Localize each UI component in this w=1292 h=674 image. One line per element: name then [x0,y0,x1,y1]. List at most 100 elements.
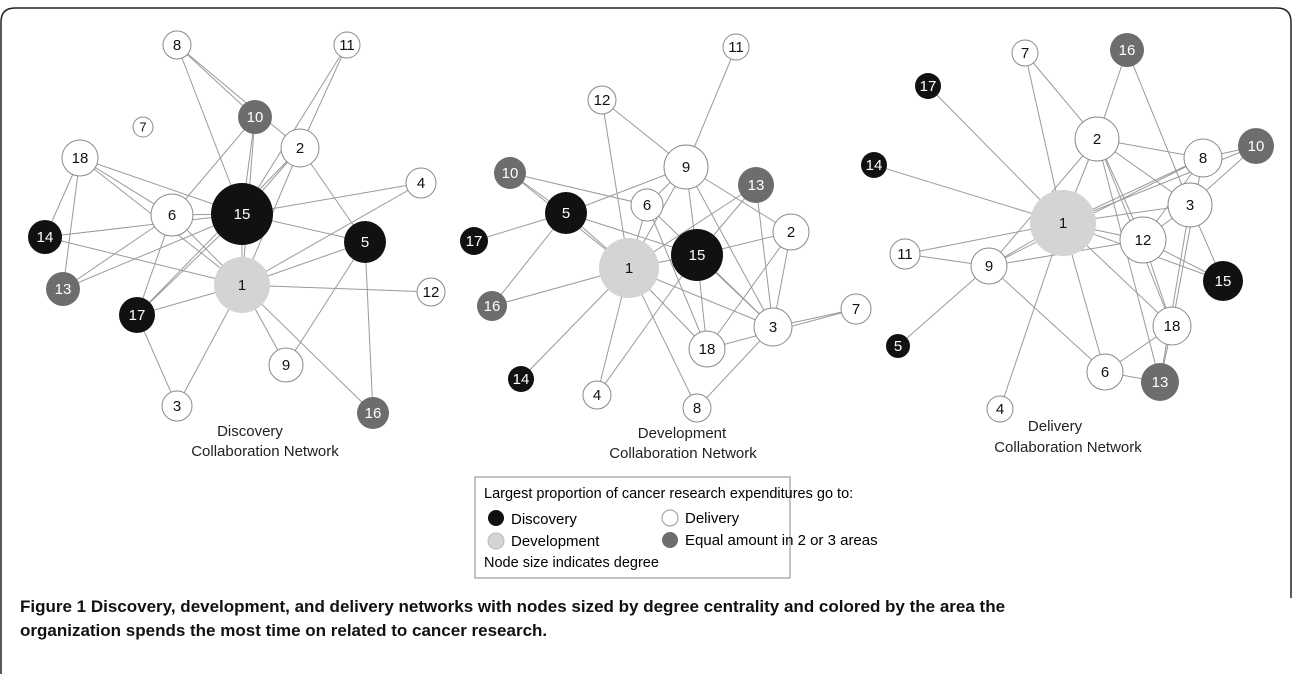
edge [988,157,1204,267]
node-label: 15 [1215,273,1232,290]
network-title: Collaboration Network [191,443,339,460]
node-label: 13 [55,281,72,298]
node-label: 9 [985,258,993,275]
legend-swatch [662,532,678,548]
node-label: 1 [1059,215,1067,232]
node-label: 13 [748,177,765,194]
node-label: 8 [693,400,701,417]
node-label: 11 [339,37,355,54]
node [357,397,389,429]
node-label: 16 [365,405,382,422]
node-label: 4 [996,401,1004,418]
node [688,330,726,368]
edge [706,231,792,350]
node [630,188,664,222]
legend-item: Development [511,533,600,550]
node [1011,39,1039,67]
node [238,100,272,134]
node-label: 10 [502,165,519,182]
edge [44,236,243,286]
node [132,116,154,138]
node-label: 2 [787,224,795,241]
node-label: 18 [72,150,89,167]
node [119,297,155,333]
legend-title: Largest proportion of cancer research ex… [484,486,853,502]
caption-text: Discovery, development, and delivery net… [86,597,1006,616]
node [861,152,887,178]
node-label: 3 [769,319,777,336]
legend-swatch [488,510,504,526]
legend-item: Delivery [685,510,740,527]
node-label: 8 [1199,150,1207,167]
node-label: 5 [894,338,902,355]
node [1030,190,1096,256]
edge [241,284,432,293]
node [889,238,921,270]
edge [62,157,81,290]
node [1141,363,1179,401]
node [986,395,1014,423]
edge [897,265,990,347]
node-label: 18 [699,341,716,358]
node-label: 3 [1186,197,1194,214]
edge [285,241,366,366]
node [886,334,910,358]
node [161,390,193,422]
node [214,257,270,313]
legend-item: Equal amount in 2 or 3 areas [685,532,878,549]
edge [241,284,374,414]
node-label: 12 [1135,232,1152,249]
legend-note: Node size indicates degree [484,555,659,571]
node [1074,116,1120,162]
edge [646,204,708,350]
node-label: 3 [173,398,181,415]
legend-box [474,476,791,579]
node [1183,138,1223,178]
caption-label: Figure 1 [20,597,87,616]
edge [62,214,173,290]
node-label: 6 [1101,364,1109,381]
node [150,193,194,237]
edge [176,44,256,118]
node-label: 18 [1164,318,1181,335]
node [1086,353,1124,391]
edge [364,241,374,414]
edge [509,172,648,206]
node [333,31,361,59]
node-label: 11 [897,246,913,263]
node [211,183,273,245]
legend-item: Discovery [511,511,577,528]
node [268,347,304,383]
node [460,227,488,255]
node [545,192,587,234]
node-label: 15 [689,247,706,264]
node-label: 7 [852,301,860,318]
edge [596,254,698,396]
node [344,221,386,263]
node-label: 1 [238,277,246,294]
node [582,380,612,410]
node [405,167,437,199]
node-label: 12 [423,284,440,301]
node [753,307,793,347]
node [1203,261,1243,301]
node [28,220,62,254]
edge [1062,145,1257,224]
node [416,277,446,307]
node [1238,128,1274,164]
node-label: 6 [643,197,651,214]
node [508,366,534,392]
node [682,393,712,423]
node-label: 16 [484,298,501,315]
node [477,291,507,321]
network-title: Collaboration Network [994,439,1142,456]
node-label: 14 [513,371,530,388]
node [494,157,526,189]
node [46,272,80,306]
node [1119,216,1167,264]
node-label: 5 [562,205,570,222]
node-label: 11 [728,39,744,56]
node-label: 16 [1119,42,1136,59]
caption-line: Figure 1 Discovery, development, and del… [20,597,1005,617]
